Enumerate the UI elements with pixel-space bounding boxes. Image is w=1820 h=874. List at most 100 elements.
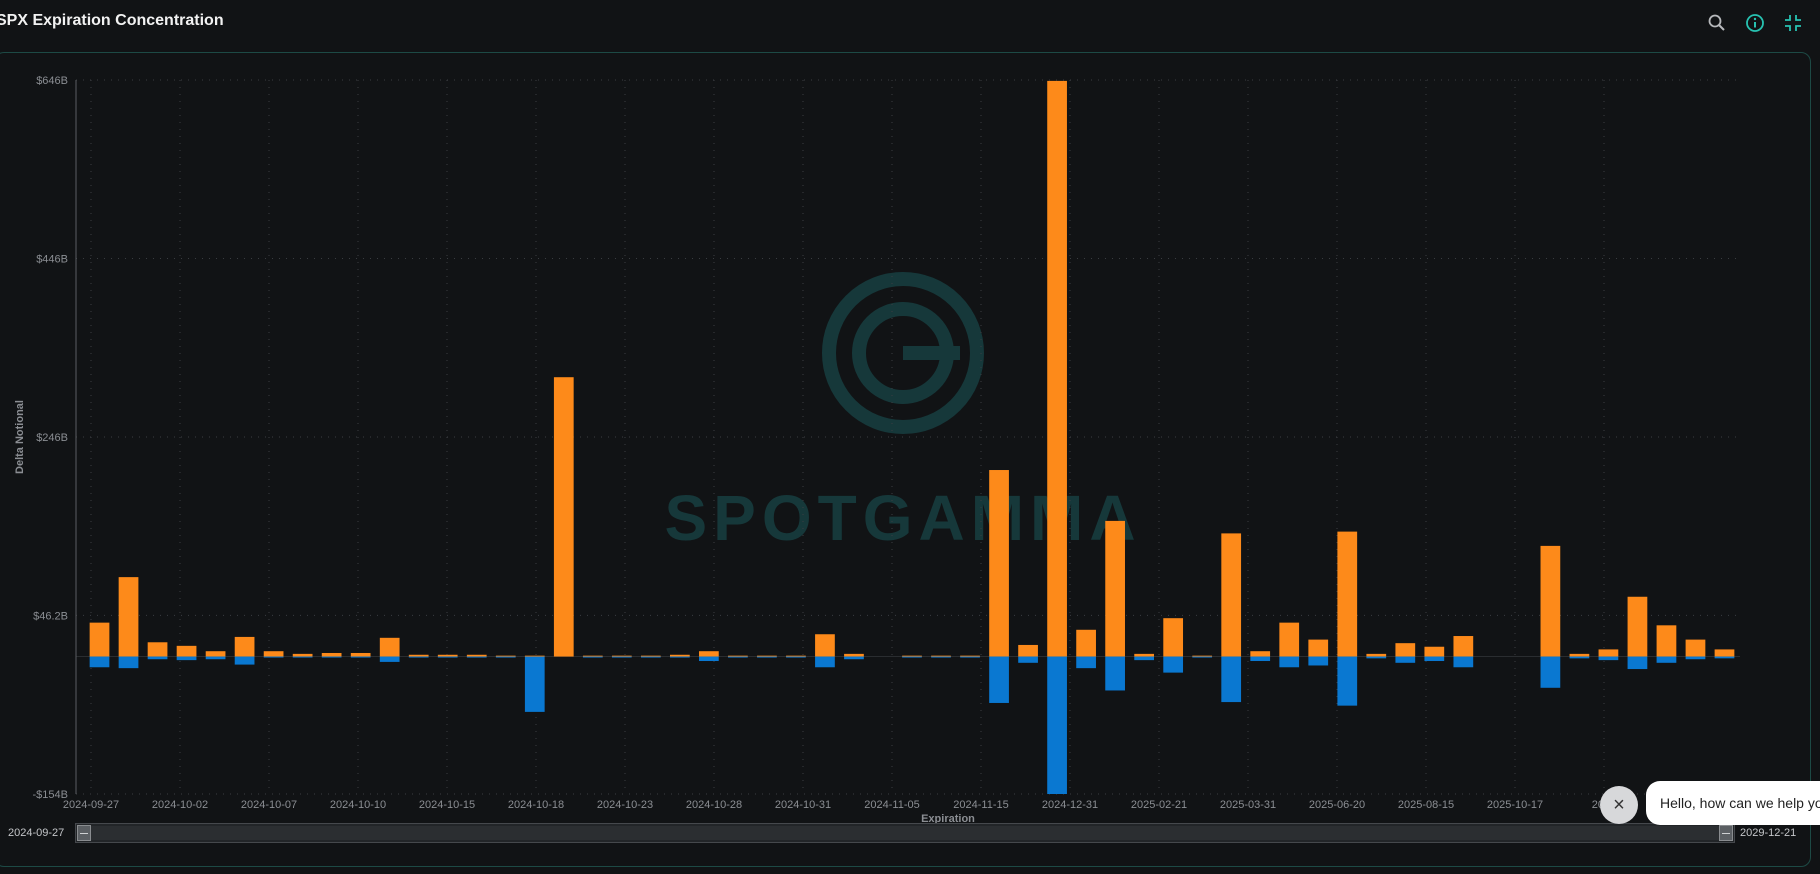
bar-negative[interactable] (147, 656, 168, 660)
bar-positive[interactable] (1598, 649, 1619, 657)
bar-negative[interactable] (1018, 656, 1038, 663)
zoom-icon[interactable] (1706, 12, 1728, 34)
bar-positive[interactable] (205, 651, 226, 657)
bar-positive[interactable] (1192, 655, 1213, 657)
bar-negative[interactable] (1569, 656, 1590, 659)
bar-positive[interactable] (263, 651, 284, 657)
bar-positive[interactable] (147, 642, 168, 657)
bar-positive[interactable] (466, 654, 487, 657)
bar-positive[interactable] (1337, 531, 1358, 657)
bar-positive[interactable] (1714, 649, 1735, 657)
range-slider[interactable] (75, 823, 1735, 843)
bar-negative[interactable] (902, 656, 922, 658)
bar-negative[interactable] (815, 656, 835, 668)
bar-negative[interactable] (263, 656, 284, 658)
bar-positive[interactable] (1453, 636, 1474, 657)
bar-positive[interactable] (1540, 545, 1561, 657)
bar-negative[interactable] (524, 656, 545, 712)
info-icon[interactable] (1744, 12, 1766, 34)
bar-negative[interactable] (350, 656, 371, 658)
bar-negative[interactable] (1395, 656, 1416, 663)
bar-positive[interactable] (902, 655, 922, 657)
bar-negative[interactable] (118, 656, 139, 669)
bar-negative[interactable] (699, 656, 719, 662)
bar-positive[interactable] (89, 622, 110, 657)
bar-positive[interactable] (1134, 653, 1155, 657)
bar-positive[interactable] (1366, 653, 1387, 657)
bar-negative[interactable] (989, 656, 1009, 703)
bar-positive[interactable] (234, 636, 255, 657)
bar-negative[interactable] (1424, 656, 1445, 662)
bar-positive[interactable] (524, 655, 545, 657)
bar-positive[interactable] (1250, 651, 1271, 657)
bar-positive[interactable] (699, 651, 719, 657)
bar-positive[interactable] (931, 655, 951, 657)
bar-negative[interactable] (757, 656, 777, 658)
bar-positive[interactable] (640, 655, 661, 657)
bar-negative[interactable] (466, 656, 487, 658)
bar-positive[interactable] (1685, 639, 1706, 657)
bar-positive[interactable] (611, 655, 632, 657)
bar-positive[interactable] (1308, 639, 1329, 657)
bar-negative[interactable] (1047, 656, 1067, 794)
bar-positive[interactable] (408, 654, 429, 657)
bar-negative[interactable] (1714, 656, 1735, 659)
bar-positive[interactable] (292, 653, 313, 657)
bar-positive[interactable] (176, 645, 197, 657)
bar-positive[interactable] (379, 637, 400, 657)
bar-negative[interactable] (1221, 656, 1242, 703)
bar-negative[interactable] (292, 656, 313, 658)
bar-negative[interactable] (582, 656, 603, 658)
bar-negative[interactable] (321, 656, 342, 658)
bar-positive[interactable] (1424, 646, 1445, 657)
collapse-icon[interactable] (1782, 12, 1804, 34)
bar-positive[interactable] (815, 634, 835, 657)
bar-negative[interactable] (1540, 656, 1561, 688)
bar-positive[interactable] (1627, 596, 1648, 657)
bar-positive[interactable] (1105, 520, 1125, 657)
bar-positive[interactable] (728, 655, 748, 657)
bar-positive[interactable] (669, 654, 690, 657)
bar-positive[interactable] (553, 377, 574, 657)
bar-negative[interactable] (1308, 656, 1329, 666)
bar-positive[interactable] (350, 652, 371, 657)
bar-positive[interactable] (1221, 533, 1242, 657)
bar-positive[interactable] (1656, 625, 1677, 657)
bar-positive[interactable] (1395, 643, 1416, 657)
bar-negative[interactable] (1076, 656, 1096, 669)
bar-negative[interactable] (408, 656, 429, 658)
chat-message[interactable]: Hello, how can we help yo (1646, 781, 1820, 825)
bar-negative[interactable] (1105, 656, 1125, 691)
bar-negative[interactable] (1366, 656, 1387, 659)
bar-positive[interactable] (118, 577, 139, 657)
bar-positive[interactable] (989, 470, 1009, 657)
bar-negative[interactable] (176, 656, 197, 661)
bar-negative[interactable] (728, 656, 748, 658)
bar-positive[interactable] (757, 655, 777, 657)
bar-negative[interactable] (495, 656, 516, 658)
range-end-handle[interactable] (1719, 825, 1733, 841)
bar-positive[interactable] (1018, 644, 1038, 657)
bar-negative[interactable] (1656, 656, 1677, 663)
range-start-handle[interactable] (77, 825, 91, 841)
bar-positive[interactable] (1076, 629, 1096, 657)
bar-positive[interactable] (321, 652, 342, 657)
bar-negative[interactable] (89, 656, 110, 668)
bar-negative[interactable] (1598, 656, 1619, 661)
bar-positive[interactable] (1163, 618, 1184, 657)
bar-positive[interactable] (437, 654, 458, 657)
bar-positive[interactable] (495, 655, 516, 657)
bar-negative[interactable] (1279, 656, 1300, 668)
bar-negative[interactable] (1250, 656, 1271, 662)
bar-negative[interactable] (1192, 656, 1213, 658)
bar-negative[interactable] (1627, 656, 1648, 670)
bar-negative[interactable] (1453, 656, 1474, 668)
bar-negative[interactable] (379, 656, 400, 662)
bar-positive[interactable] (1279, 622, 1300, 657)
bar-positive[interactable] (960, 655, 980, 657)
bar-negative[interactable] (669, 656, 690, 658)
bar-negative[interactable] (1163, 656, 1184, 673)
bar-positive[interactable] (786, 655, 806, 657)
chat-close-button[interactable]: × (1600, 786, 1638, 824)
bar-positive[interactable] (582, 655, 603, 657)
